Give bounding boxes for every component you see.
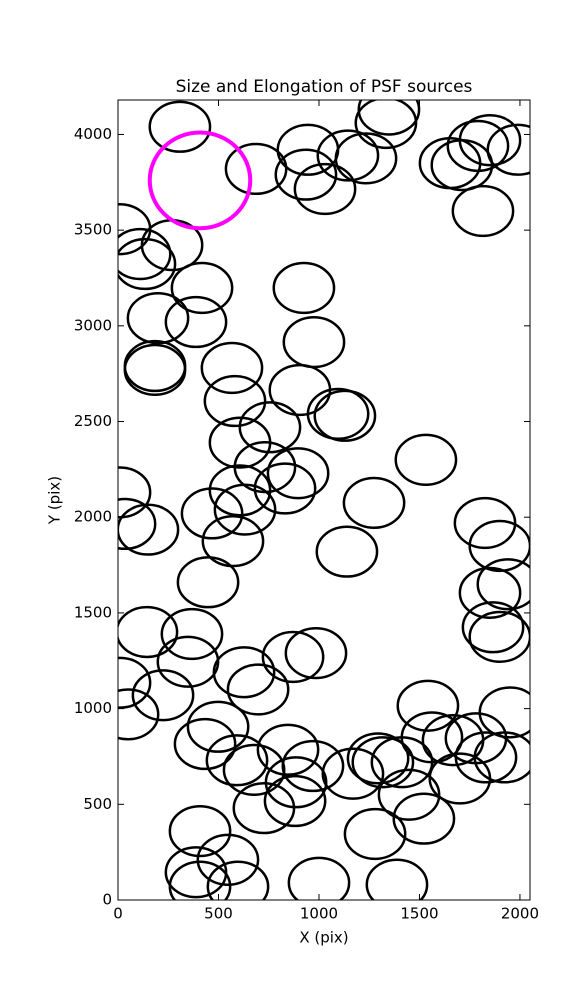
psf-source: [168, 804, 232, 858]
psf-source: [478, 686, 530, 739]
psf-source: [396, 679, 460, 732]
psf-source: [148, 100, 212, 153]
psf-source: [346, 732, 410, 785]
psf-source: [164, 295, 228, 349]
psf-source: [365, 858, 429, 900]
psf-source: [147, 130, 253, 231]
psf-source: [238, 401, 302, 454]
psf-source: [118, 237, 177, 291]
psf-source: [208, 464, 272, 517]
psf-source: [170, 261, 234, 315]
y-tick-label: 2500: [74, 412, 112, 430]
psf-source: [212, 646, 276, 699]
chart-title: Size and Elongation of PSF sources: [176, 77, 473, 97]
psf-source: [131, 669, 195, 722]
psf-source: [354, 100, 418, 150]
y-tick-label: 500: [83, 795, 112, 813]
psf-source: [272, 261, 336, 315]
x-tick-label: 500: [204, 905, 233, 923]
psf-source: [461, 601, 525, 654]
psf-source: [476, 558, 530, 611]
psf-source: [118, 503, 180, 556]
psf-source: [118, 605, 179, 659]
psf-source: [206, 860, 270, 900]
psf-source: [264, 756, 328, 809]
x-tick-label: 1000: [300, 905, 338, 923]
psf-source: [173, 717, 237, 771]
psf-source: [281, 739, 345, 793]
psf-source: [293, 162, 357, 216]
psf-source: [180, 487, 244, 540]
plot-frame: [117, 99, 531, 901]
psf-source: [201, 515, 265, 568]
psf-source: [473, 731, 530, 784]
y-tick-label: 3500: [74, 221, 112, 239]
psf-source: [176, 556, 240, 609]
psf-source: [226, 663, 290, 716]
psf-source: [357, 100, 421, 136]
psf-source: [316, 129, 380, 182]
psf-source: [256, 723, 320, 776]
psf-source: [342, 476, 406, 530]
psf-source: [186, 700, 250, 753]
y-axis-label: Y (pix): [46, 476, 64, 525]
psf-source: [118, 227, 172, 281]
y-tick-label: 1000: [74, 699, 112, 717]
psf-source: [263, 774, 327, 828]
psf-source: [377, 768, 441, 821]
psf-source: [454, 731, 518, 784]
psf-source: [343, 807, 407, 861]
psf-source: [446, 119, 510, 173]
psf-source: [451, 184, 515, 238]
psf-source: [213, 483, 277, 536]
psf-source: [224, 142, 288, 196]
psf-source: [486, 123, 530, 176]
y-tick-label: 1500: [74, 603, 112, 621]
psf-source: [287, 856, 351, 900]
psf-source: [203, 374, 267, 428]
psf-source: [196, 833, 260, 886]
psf-source: [306, 387, 370, 441]
psf-source: [468, 610, 530, 663]
psf-source: [274, 148, 338, 201]
psf-source: [118, 688, 160, 741]
psf-source: [394, 433, 458, 486]
psf-source: [261, 630, 325, 684]
psf-source: [351, 736, 415, 789]
psf-source: [126, 292, 190, 345]
y-tick-label: 0: [102, 891, 112, 909]
y-tick-label: 4000: [74, 125, 112, 143]
psf-source: [118, 497, 157, 551]
psf-source: [458, 566, 522, 619]
x-tick-label: 1500: [400, 905, 438, 923]
x-tick-label: 0: [113, 905, 123, 923]
x-axis-label: X (pix): [299, 929, 348, 947]
x-tick-label: 2000: [501, 905, 539, 923]
psf-source: [200, 341, 264, 395]
psf-source: [315, 525, 379, 578]
psf-source: [392, 792, 456, 845]
psf-source: [253, 462, 317, 515]
psf-source: [458, 114, 522, 167]
psf-source: [160, 607, 224, 661]
psf-source: [453, 496, 517, 550]
psf-source: [123, 343, 187, 396]
psf-source: [313, 389, 377, 442]
psf-source: [284, 626, 348, 680]
psf-source: [156, 635, 220, 688]
plot-area: [118, 100, 530, 900]
psf-source: [168, 860, 232, 900]
psf-source: [266, 447, 330, 500]
y-tick-label: 2000: [74, 508, 112, 526]
psf-source: [205, 734, 269, 787]
y-tick-label: 3000: [74, 316, 112, 334]
psf-source: [370, 736, 434, 789]
psf-source: [468, 519, 530, 573]
psf-source: [321, 747, 385, 800]
psf-source: [118, 656, 152, 709]
psf-source: [334, 132, 398, 185]
